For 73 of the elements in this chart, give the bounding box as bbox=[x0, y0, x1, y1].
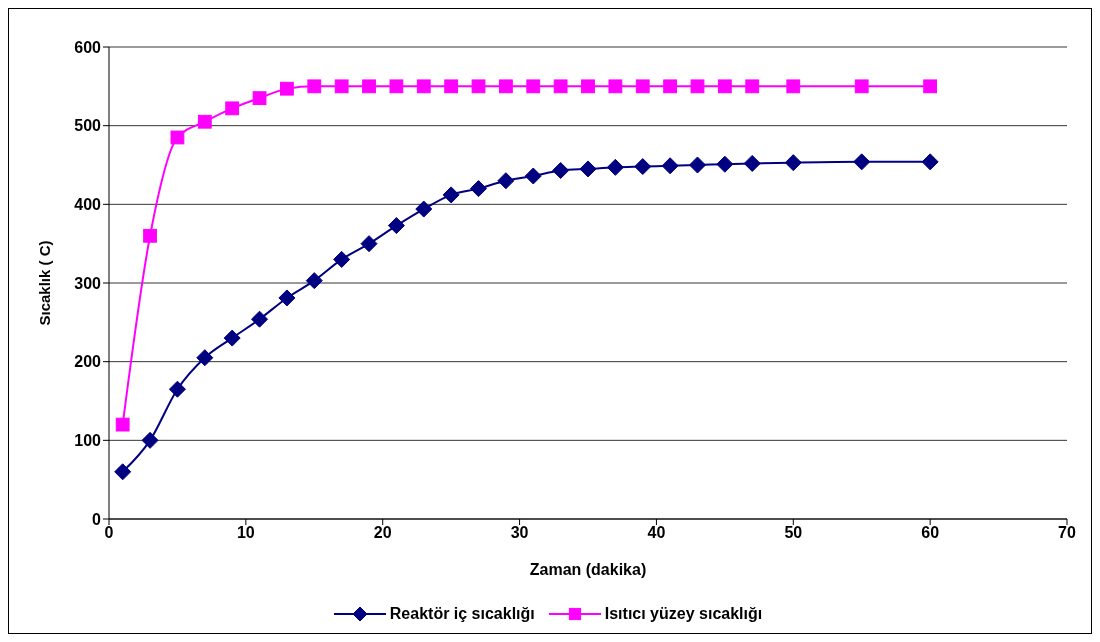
point bbox=[223, 329, 241, 347]
legend-label: Isıtıcı yüzey sıcaklığı bbox=[604, 605, 763, 623]
point bbox=[635, 79, 650, 94]
y-tick-label: 0 bbox=[92, 510, 102, 528]
point bbox=[196, 349, 214, 367]
point bbox=[362, 79, 376, 94]
y-tick-label: 500 bbox=[74, 117, 102, 135]
point bbox=[498, 79, 513, 94]
point bbox=[251, 310, 269, 328]
point bbox=[663, 79, 678, 94]
point bbox=[661, 157, 679, 175]
x-tick-label: 20 bbox=[373, 524, 392, 542]
point bbox=[225, 101, 240, 116]
point bbox=[553, 79, 568, 94]
point bbox=[360, 235, 378, 253]
x-axis-title: Zaman (dakika) bbox=[529, 561, 647, 578]
point bbox=[197, 114, 212, 129]
point bbox=[743, 154, 761, 172]
point bbox=[497, 172, 515, 190]
point bbox=[415, 200, 433, 218]
point bbox=[389, 79, 404, 94]
point bbox=[143, 228, 157, 243]
point bbox=[745, 79, 760, 94]
point bbox=[921, 153, 939, 171]
x-tick-label: 30 bbox=[510, 524, 529, 542]
y-tick-label: 400 bbox=[74, 196, 102, 214]
x-tick-label: 50 bbox=[784, 524, 803, 542]
point bbox=[524, 167, 542, 185]
point bbox=[444, 79, 459, 94]
point bbox=[278, 289, 296, 307]
point bbox=[387, 217, 405, 235]
point bbox=[470, 180, 488, 198]
x-tick-label: 70 bbox=[1058, 524, 1076, 542]
point bbox=[552, 162, 570, 180]
point bbox=[526, 79, 541, 94]
x-tick-label: 10 bbox=[236, 524, 255, 542]
y-tick-label: 100 bbox=[74, 432, 102, 450]
point bbox=[690, 79, 705, 94]
point bbox=[168, 380, 186, 398]
point bbox=[333, 250, 351, 268]
point bbox=[416, 79, 431, 94]
point bbox=[923, 79, 938, 94]
point bbox=[608, 79, 623, 94]
point bbox=[115, 417, 130, 432]
point bbox=[170, 130, 185, 145]
y-tick-label: 200 bbox=[74, 353, 102, 371]
point bbox=[114, 463, 132, 481]
point bbox=[579, 160, 597, 178]
point bbox=[786, 79, 801, 94]
point bbox=[716, 155, 734, 173]
y-axis-title: Sıcaklık ( C) bbox=[36, 240, 54, 326]
point bbox=[606, 158, 624, 176]
y-tick-label: 600 bbox=[74, 38, 102, 56]
point bbox=[307, 79, 322, 94]
point bbox=[141, 431, 159, 449]
point bbox=[334, 79, 349, 94]
point bbox=[688, 156, 706, 174]
point bbox=[784, 154, 802, 172]
point bbox=[305, 272, 323, 290]
legend-label: Reaktör iç sıcaklığı bbox=[389, 605, 535, 623]
point bbox=[442, 186, 460, 204]
point bbox=[854, 79, 869, 94]
point bbox=[471, 79, 486, 94]
y-tick-label: 300 bbox=[74, 274, 102, 292]
x-tick-label: 40 bbox=[647, 524, 666, 542]
point bbox=[634, 158, 652, 176]
point bbox=[280, 81, 294, 96]
x-tick-label: 0 bbox=[104, 524, 114, 542]
point bbox=[252, 91, 267, 106]
point bbox=[581, 79, 595, 94]
point bbox=[717, 79, 732, 94]
point bbox=[853, 153, 871, 171]
x-tick-label: 60 bbox=[921, 524, 940, 542]
